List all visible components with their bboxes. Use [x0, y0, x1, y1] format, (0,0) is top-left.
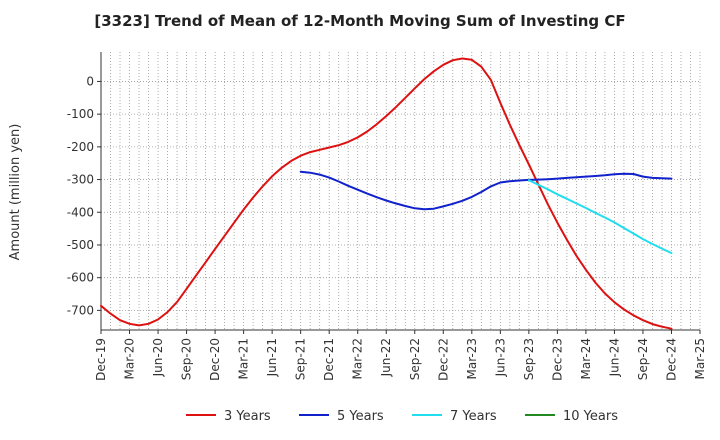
x-tick-label: Mar-23 [465, 338, 479, 379]
x-tick-label: Sep-22 [408, 338, 422, 380]
series-line-7-years [527, 179, 673, 255]
x-tick-label: Mar-22 [351, 338, 365, 379]
x-tick-label: Jun-22 [379, 338, 393, 377]
series-layer [100, 57, 673, 330]
chart-title: [3323] Trend of Mean of 12-Month Moving … [94, 12, 625, 30]
legend-label-7-years: 7 Years [450, 409, 497, 424]
y-tick-label: -400 [67, 205, 94, 219]
x-tick-label: Sep-21 [294, 338, 308, 380]
x-tick-label: Dec-21 [322, 338, 336, 381]
y-tick-label: -700 [67, 303, 94, 317]
x-tick-label: Mar-20 [123, 338, 137, 379]
y-tick-label: -600 [67, 271, 94, 285]
y-tick-label: -300 [67, 173, 94, 187]
series-line-3-years [100, 57, 673, 330]
y-tick-label: -100 [67, 107, 94, 121]
x-tick-label: Jun-20 [151, 338, 165, 377]
x-tick-label: Jun-23 [493, 338, 507, 377]
plot-background [101, 52, 700, 330]
x-tick-label: Mar-21 [237, 338, 251, 379]
y-tick-label: -500 [67, 238, 94, 252]
y-axis-title: Amount (million yen) [8, 124, 23, 261]
x-tick-label: Dec-23 [550, 338, 564, 381]
y-tick-label: -200 [67, 140, 94, 154]
x-tick-label: Sep-20 [180, 338, 194, 380]
x-tick-label: Jun-21 [265, 338, 279, 377]
grid-layer [100, 52, 701, 330]
x-tick-label: Dec-19 [94, 338, 108, 381]
series-line-5-years [299, 170, 673, 211]
x-tick-label: Dec-24 [664, 338, 678, 381]
x-tick-label: Sep-24 [636, 338, 650, 380]
legend-label-3-years: 3 Years [224, 409, 271, 424]
x-tick-label: Sep-23 [522, 338, 536, 380]
y-tick-label: 0 [86, 74, 94, 88]
x-tick-label: Mar-24 [579, 338, 593, 379]
x-tick-label: Jun-24 [607, 338, 621, 377]
axes-layer: 0 -100 -200 -300 -400 -500 -600 -700 Dec-19 Mar-2… [67, 52, 707, 381]
x-tick-label: Mar-25 [693, 338, 707, 379]
legend: 3 Years 5 Years 7 Years 10 Years [186, 409, 618, 424]
x-tick-label: Dec-22 [436, 338, 450, 381]
x-tick-label: Dec-20 [208, 338, 222, 381]
legend-label-10-years: 10 Years [563, 409, 618, 424]
legend-label-5-years: 5 Years [337, 409, 384, 424]
